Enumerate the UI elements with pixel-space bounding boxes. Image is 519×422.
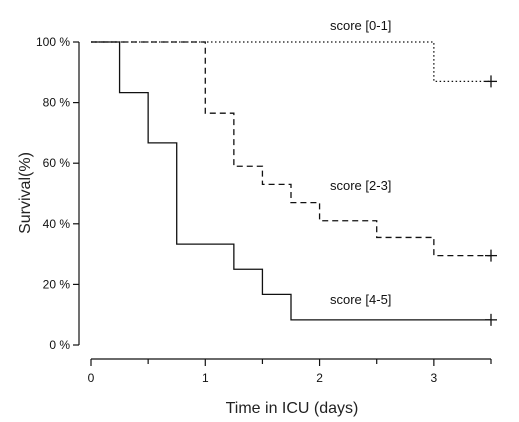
x-tick-label: 1 xyxy=(202,371,209,385)
censor-mark xyxy=(485,249,497,262)
series-label-score-2-3: score [2-3] xyxy=(330,178,391,193)
y-tick-label: 80 % xyxy=(43,96,71,110)
series-labels: score [0-1] score [2-3] score [4-5] xyxy=(330,18,391,307)
x-axis-label: Time in ICU (days) xyxy=(226,400,359,417)
axes: 0 % 20 % 40 % 60 % 80 % 100 % 0 1 2 3 xyxy=(36,35,492,385)
y-tick-label: 60 % xyxy=(43,156,71,170)
curve-series-1 xyxy=(91,41,491,257)
censor-mark xyxy=(485,75,497,88)
y-tick-label: 100 % xyxy=(36,35,70,49)
x-tick-label: 3 xyxy=(431,371,438,385)
y-tick-label: 20 % xyxy=(43,277,71,291)
y-tick-label: 0 % xyxy=(49,338,70,352)
survival-curves xyxy=(91,41,497,326)
x-tick-label: 0 xyxy=(88,371,95,385)
series-label-score-0-1: score [0-1] xyxy=(330,18,391,33)
series-label-score-4-5: score [4-5] xyxy=(330,292,391,307)
y-tick-label: 40 % xyxy=(43,217,71,231)
curve-series-0 xyxy=(91,41,491,83)
x-tick-label: 2 xyxy=(316,371,323,385)
curve-series-2 xyxy=(91,41,491,321)
y-axis-label: Survival(%) xyxy=(17,152,34,234)
censor-mark xyxy=(485,313,497,326)
